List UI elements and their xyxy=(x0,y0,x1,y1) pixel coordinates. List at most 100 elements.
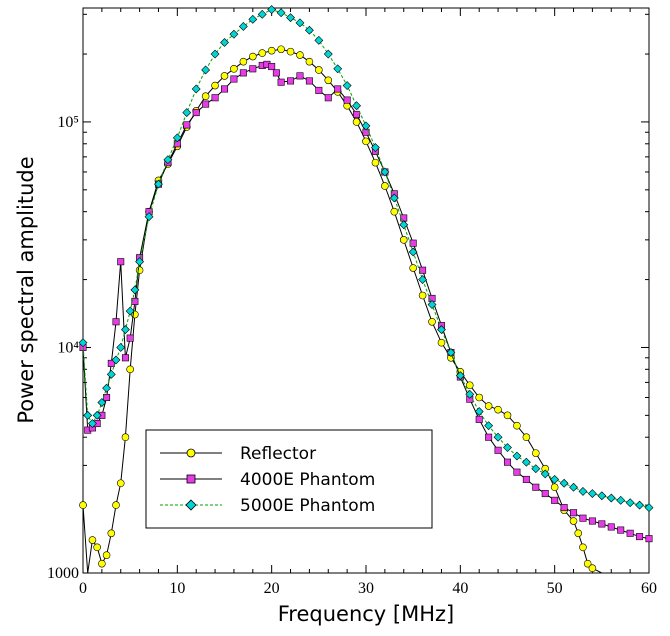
data-point xyxy=(570,510,576,516)
data-point xyxy=(118,259,124,265)
data-point xyxy=(240,70,246,76)
data-point xyxy=(608,524,614,530)
y-tick-label: 1000 xyxy=(47,565,79,582)
data-point xyxy=(627,530,633,536)
data-point xyxy=(476,416,482,422)
legend-marker-reflector xyxy=(187,449,195,457)
data-point xyxy=(485,422,493,430)
x-tick-label: 30 xyxy=(358,580,374,597)
data-point xyxy=(84,411,92,419)
data-point xyxy=(89,537,96,544)
data-point xyxy=(522,458,530,466)
data-point xyxy=(353,111,359,117)
data-point xyxy=(636,501,644,509)
data-point xyxy=(381,182,388,189)
data-point xyxy=(335,86,341,92)
data-point xyxy=(316,87,322,93)
data-point xyxy=(202,101,208,107)
data-point xyxy=(221,72,228,79)
data-point xyxy=(122,434,129,441)
data-point xyxy=(438,339,445,346)
data-point xyxy=(607,494,615,502)
data-point xyxy=(212,95,218,101)
legend-label-5000e: 5000E Phantom xyxy=(240,496,375,516)
data-point xyxy=(117,343,125,351)
x-tick-label: 40 xyxy=(452,580,468,597)
data-point xyxy=(250,66,256,72)
data-point xyxy=(523,476,529,482)
data-point xyxy=(560,479,568,487)
data-point xyxy=(579,544,586,551)
data-point xyxy=(259,50,266,57)
data-point xyxy=(325,77,332,84)
data-point xyxy=(127,366,134,373)
data-point xyxy=(221,86,227,92)
data-point xyxy=(192,85,200,93)
data-point xyxy=(599,521,605,527)
data-point xyxy=(94,544,101,551)
data-point xyxy=(495,406,502,413)
data-point xyxy=(646,535,652,541)
data-point xyxy=(287,48,294,55)
legend: Reflector 4000E Phantom 5000E Phantom xyxy=(146,430,432,528)
data-point xyxy=(121,326,129,334)
data-point xyxy=(325,95,331,101)
legend-label-4000e: 4000E Phantom xyxy=(240,470,375,490)
data-point xyxy=(127,335,133,341)
data-point xyxy=(476,394,483,401)
data-point xyxy=(334,65,342,73)
data-point xyxy=(287,14,295,22)
data-point xyxy=(98,560,105,567)
data-point xyxy=(589,565,596,572)
data-point xyxy=(485,403,492,410)
data-point xyxy=(202,66,210,74)
data-point xyxy=(504,459,510,465)
data-point xyxy=(551,497,557,503)
data-point xyxy=(287,78,293,84)
data-point xyxy=(80,502,87,509)
data-point xyxy=(268,63,274,69)
data-point xyxy=(268,6,276,14)
data-point xyxy=(561,504,567,510)
data-point xyxy=(589,518,595,524)
data-point xyxy=(419,276,427,284)
x-tick-label: 50 xyxy=(547,580,563,597)
data-point xyxy=(107,370,115,378)
y-tick-label: 10⁵ xyxy=(57,114,79,131)
data-point xyxy=(551,484,558,491)
data-point xyxy=(184,122,190,128)
data-point xyxy=(268,47,275,54)
data-point xyxy=(372,159,379,166)
data-point xyxy=(410,265,417,272)
data-point xyxy=(513,452,521,460)
data-point xyxy=(343,82,351,90)
x-axis-label: Frequency [MHz] xyxy=(278,602,454,626)
data-point xyxy=(570,518,577,525)
data-point xyxy=(306,78,312,84)
data-point xyxy=(297,73,303,79)
data-point xyxy=(495,447,501,453)
data-point xyxy=(278,46,285,53)
data-point xyxy=(113,319,119,325)
data-point xyxy=(575,530,582,537)
data-point xyxy=(409,248,417,256)
data-point xyxy=(579,487,587,495)
data-point xyxy=(626,499,634,507)
data-point xyxy=(230,65,237,72)
data-point xyxy=(258,10,266,18)
data-point xyxy=(533,484,539,490)
data-point xyxy=(202,93,209,100)
data-point xyxy=(391,208,398,215)
data-point xyxy=(570,483,578,491)
data-point xyxy=(273,70,279,76)
data-point xyxy=(103,384,111,392)
x-tick-label: 20 xyxy=(264,580,280,597)
data-point xyxy=(580,515,586,521)
data-point xyxy=(588,490,596,498)
data-point xyxy=(513,422,520,429)
data-point xyxy=(400,236,407,243)
data-point xyxy=(193,109,199,115)
data-point xyxy=(136,267,143,274)
data-point xyxy=(466,382,473,389)
data-point xyxy=(296,52,303,59)
